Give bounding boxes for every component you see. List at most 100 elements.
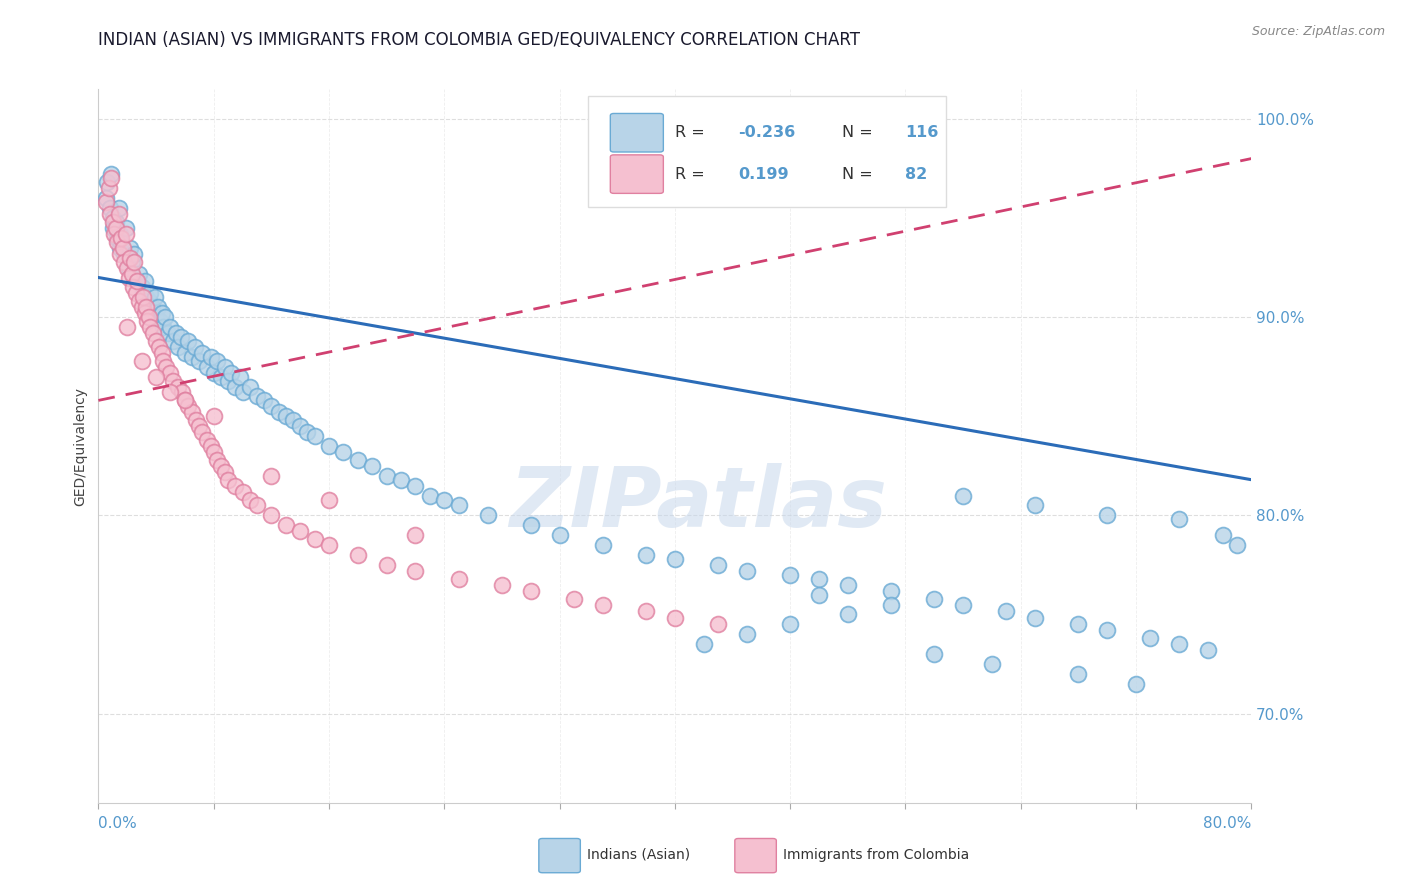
Point	[170, 385, 193, 400]
Point	[260, 400, 283, 414]
Point	[111, 241, 134, 255]
Point	[202, 409, 225, 424]
Point	[132, 286, 155, 301]
Point	[97, 181, 120, 195]
Point	[1097, 624, 1119, 638]
Point	[318, 439, 340, 453]
Point	[112, 254, 135, 268]
Text: 82: 82	[905, 167, 928, 182]
Point	[491, 578, 513, 592]
Point	[214, 359, 236, 374]
Point	[592, 598, 614, 612]
Point	[664, 552, 686, 566]
Point	[191, 346, 214, 360]
Text: Indians (Asian): Indians (Asian)	[588, 848, 690, 862]
Point	[127, 275, 149, 289]
Point	[103, 227, 125, 241]
Point	[177, 400, 200, 414]
Point	[174, 346, 197, 360]
Point	[177, 334, 200, 348]
Point	[146, 300, 169, 314]
Point	[104, 221, 127, 235]
Point	[117, 260, 138, 275]
Point	[405, 564, 427, 578]
Point	[447, 572, 470, 586]
Point	[124, 270, 146, 285]
Point	[548, 528, 571, 542]
Text: INDIAN (ASIAN) VS IMMIGRANTS FROM COLOMBIA GED/EQUIVALENCY CORRELATION CHART: INDIAN (ASIAN) VS IMMIGRANTS FROM COLOMB…	[98, 31, 860, 49]
Point	[267, 405, 290, 419]
Point	[707, 617, 730, 632]
Point	[165, 326, 187, 340]
Point	[114, 227, 136, 241]
Point	[195, 359, 218, 374]
Point	[562, 591, 585, 606]
Point	[880, 583, 903, 598]
Point	[202, 366, 225, 380]
Point	[246, 499, 269, 513]
Point	[138, 310, 160, 325]
Point	[981, 657, 1004, 671]
Point	[174, 393, 197, 408]
Text: 0.0%: 0.0%	[98, 816, 138, 831]
Point	[952, 489, 974, 503]
Point	[195, 433, 218, 447]
Point	[693, 637, 716, 651]
Point	[281, 413, 304, 427]
Point	[260, 508, 283, 523]
Point	[361, 458, 384, 473]
Point	[304, 532, 326, 546]
Point	[807, 588, 830, 602]
Point	[837, 578, 859, 592]
Point	[346, 548, 368, 562]
Text: -0.236: -0.236	[738, 125, 796, 140]
Point	[209, 458, 232, 473]
Point	[150, 346, 173, 360]
Point	[155, 359, 177, 374]
Point	[779, 617, 801, 632]
Point	[520, 583, 543, 598]
Point	[447, 499, 470, 513]
Point	[159, 385, 181, 400]
Point	[290, 524, 312, 539]
Point	[136, 314, 159, 328]
Point	[114, 221, 136, 235]
Point	[188, 353, 211, 368]
Point	[108, 227, 131, 241]
Point	[145, 369, 167, 384]
Point	[880, 598, 903, 612]
Point	[274, 409, 297, 424]
Point	[100, 171, 122, 186]
Point	[181, 405, 204, 419]
Point	[134, 306, 156, 320]
Point	[214, 465, 236, 479]
Point	[707, 558, 730, 572]
Point	[779, 567, 801, 582]
Point	[188, 419, 211, 434]
Text: 116: 116	[905, 125, 939, 140]
Point	[96, 175, 118, 189]
Point	[105, 235, 128, 249]
Point	[135, 290, 157, 304]
Point	[1212, 528, 1234, 542]
Point	[1125, 677, 1147, 691]
Point	[1139, 632, 1161, 646]
Point	[477, 508, 499, 523]
Point	[735, 564, 758, 578]
Point	[143, 290, 166, 304]
Point	[162, 374, 184, 388]
Point	[138, 294, 160, 309]
Point	[181, 350, 204, 364]
Point	[122, 280, 145, 294]
Point	[121, 267, 143, 281]
Point	[108, 241, 131, 255]
Point	[205, 353, 228, 368]
Point	[1024, 611, 1046, 625]
Point	[332, 445, 354, 459]
Point	[174, 393, 197, 408]
Point	[150, 306, 173, 320]
Point	[664, 611, 686, 625]
Point	[118, 260, 141, 275]
Point	[107, 201, 129, 215]
Point	[112, 246, 135, 260]
